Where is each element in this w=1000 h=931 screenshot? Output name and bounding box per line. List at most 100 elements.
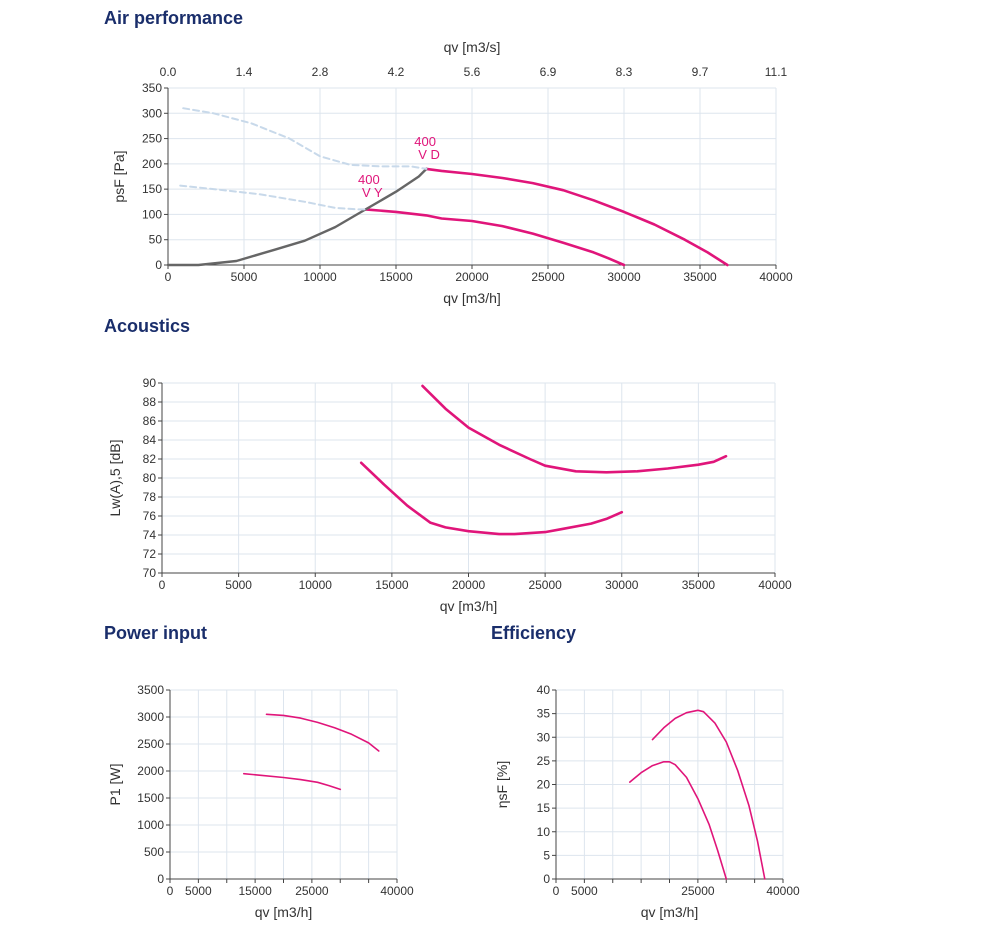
air-y-tick-label: 250 <box>142 132 162 146</box>
acoustics-y-tick-label: 78 <box>143 490 157 504</box>
power-y-tick-label: 1500 <box>137 791 164 805</box>
air-x-tick-label: 35000 <box>683 270 717 284</box>
acoustics-y-tick-label: 70 <box>143 566 157 580</box>
power-series-pink-thin-0 <box>265 713 380 752</box>
air-series-dashed-4 <box>179 184 367 211</box>
acoustics-y-tick-label: 72 <box>143 547 157 561</box>
power-x-axis-label: qv [m3/h] <box>255 904 313 920</box>
air-series-system-2 <box>166 167 428 267</box>
air-series-pink-0 <box>425 167 729 267</box>
air-x-tick-label: 40000 <box>759 270 793 284</box>
power-y-tick-label: 1000 <box>137 818 164 832</box>
power-y-tick-label: 2000 <box>137 764 164 778</box>
power-chart: 0 500 1000 1500 2000 2500 3000 3500 0 5000 15000 25… <box>107 683 414 920</box>
acoustics-y-tick-label: 76 <box>143 509 157 523</box>
power-y-axis-label: P1 [W] <box>107 763 123 805</box>
air-y-tick-label: 200 <box>142 157 162 171</box>
air-annotation-label: 400 <box>358 172 380 187</box>
efficiency-x-tick-label: 0 <box>553 884 560 898</box>
power-series-pink-thin-1 <box>243 772 342 791</box>
efficiency-y-tick-label: 10 <box>537 825 551 839</box>
air-y-axis-label: psF [Pa] <box>111 150 127 202</box>
efficiency-y-tick-label: 20 <box>537 778 551 792</box>
air-x-tick-label: 5000 <box>231 270 258 284</box>
efficiency-x-axis-label: qv [m3/h] <box>641 904 699 920</box>
air-x2-tick-label: 4.2 <box>388 65 405 79</box>
acoustics-y-tick-label: 74 <box>143 528 157 542</box>
acoustics-y-tick-label: 90 <box>143 376 157 390</box>
air-series-dashed-3 <box>182 107 428 170</box>
air-x-tick-label: 25000 <box>531 270 565 284</box>
efficiency-x-tick-label: 5000 <box>571 884 598 898</box>
efficiency-y-tick-label: 40 <box>537 683 551 697</box>
efficiency-chart: 0 5 10 15 20 25 30 35 40 0 5000 25000 40000 qv [m3/h]… <box>494 683 800 920</box>
air-x-tick-label: 15000 <box>379 270 413 284</box>
acoustics-x-tick-label: 40000 <box>758 578 792 592</box>
efficiency-y-tick-label: 0 <box>543 872 550 886</box>
air-x-axis-label: qv [m3/h] <box>443 290 501 306</box>
air-x2-tick-label: 1.4 <box>236 65 253 79</box>
acoustics-x-tick-label: 15000 <box>375 578 409 592</box>
air-x2-axis-label: qv [m3/s] <box>444 39 501 55</box>
acoustics-y-tick-label: 80 <box>143 471 157 485</box>
air-y-tick-label: 50 <box>149 233 163 247</box>
acoustics-x-tick-label: 35000 <box>682 578 716 592</box>
efficiency-y-tick-label: 35 <box>537 707 551 721</box>
acoustics-y-tick-label: 86 <box>143 414 157 428</box>
air-y-tick-label: 0 <box>155 258 162 272</box>
air-y-tick-label: 150 <box>142 182 162 196</box>
power-y-tick-label: 3500 <box>137 683 164 697</box>
air-annotation-label: V D <box>418 147 440 162</box>
section-title-power-input: Power input <box>104 623 207 643</box>
acoustics-series-pink-1 <box>359 461 624 536</box>
acoustics-x-tick-label: 10000 <box>299 578 333 592</box>
power-x-tick-label: 5000 <box>185 884 212 898</box>
power-y-tick-label: 3000 <box>137 710 164 724</box>
air-x2-tick-label: 9.7 <box>692 65 709 79</box>
air-annotation-label: 400 <box>414 134 436 149</box>
air-x2-tick-label: 0.0 <box>160 65 177 79</box>
acoustics-x-tick-label: 30000 <box>605 578 639 592</box>
efficiency-x-tick-label: 40000 <box>766 884 800 898</box>
air-series-pink-1 <box>364 208 626 267</box>
efficiency-y-tick-label: 25 <box>537 754 551 768</box>
air-x2-tick-label: 5.6 <box>464 65 481 79</box>
power-y-tick-label: 0 <box>157 872 164 886</box>
power-x-tick-label: 25000 <box>295 884 329 898</box>
acoustics-chart: 70 72 74 76 78 80 82 84 86 88 90 0 5000 10000 15000 200… <box>107 376 792 614</box>
power-y-tick-label: 500 <box>144 845 164 859</box>
acoustics-y-axis-label: Lw(A),5 [dB] <box>107 439 123 516</box>
efficiency-y-tick-label: 15 <box>537 801 551 815</box>
efficiency-series-pink-thin-0 <box>651 709 766 880</box>
air-annotation-label: V Y <box>362 185 383 200</box>
air-x-tick-label: 30000 <box>607 270 641 284</box>
section-title-acoustics: Acoustics <box>104 316 191 336</box>
efficiency-y-tick-label: 30 <box>537 730 551 744</box>
section-title-air-performance: Air performance <box>104 8 244 28</box>
air-y-tick-label: 300 <box>142 106 162 120</box>
air-x-tick-label: 0 <box>165 270 172 284</box>
acoustics-x-axis-label: qv [m3/h] <box>440 598 498 614</box>
air-y-tick-label: 100 <box>142 207 162 221</box>
efficiency-y-axis-label: ηsF [%] <box>494 761 510 808</box>
air-x2-tick-label: 8.3 <box>616 65 633 79</box>
acoustics-y-tick-label: 84 <box>143 433 157 447</box>
air-x-tick-label: 10000 <box>303 270 337 284</box>
acoustics-y-tick-label: 88 <box>143 395 157 409</box>
power-y-tick-label: 2500 <box>137 737 164 751</box>
air-y-tick-label: 350 <box>142 81 162 95</box>
air-x2-tick-label: 6.9 <box>540 65 557 79</box>
power-x-tick-label: 40000 <box>380 884 414 898</box>
air-x-tick-label: 20000 <box>455 270 489 284</box>
air-chart: 0 50 100 150 200 250 300 350 0 5000 10000 15000 2000… <box>111 39 793 306</box>
power-x-tick-label: 15000 <box>238 884 272 898</box>
power-x-tick-label: 0 <box>167 884 174 898</box>
section-title-efficiency: Efficiency <box>491 623 577 643</box>
acoustics-x-tick-label: 20000 <box>452 578 486 592</box>
acoustics-x-tick-label: 25000 <box>528 578 562 592</box>
efficiency-series-pink-thin-1 <box>628 760 728 880</box>
air-x2-tick-label: 11.1 <box>765 65 788 79</box>
air-x2-tick-label: 2.8 <box>312 65 329 79</box>
efficiency-x-tick-label: 25000 <box>681 884 715 898</box>
